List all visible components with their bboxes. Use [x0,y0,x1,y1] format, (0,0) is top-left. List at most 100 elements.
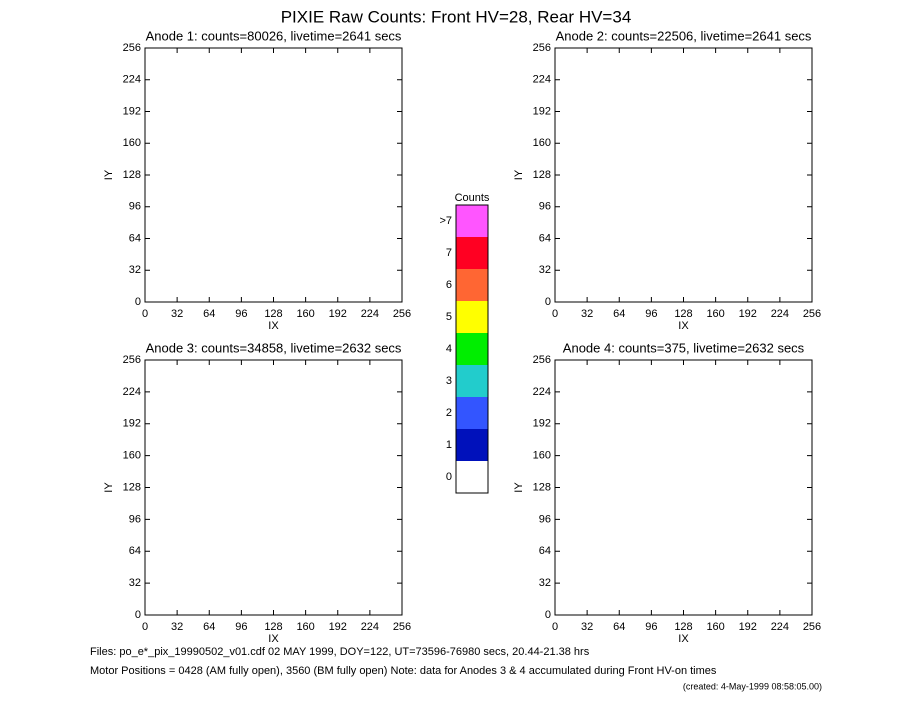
y-axis-label: IY [103,482,115,493]
colorbar-label: 4 [446,343,452,355]
y-tick-label: 192 [533,418,551,430]
y-tick-label: 192 [123,418,141,430]
y-tick-label: 192 [123,105,141,117]
x-tick-label: 0 [142,308,148,320]
y-axis-label: IY [513,169,525,180]
colorbar-label: 2 [446,407,452,419]
colorbar-label: 1 [446,439,452,451]
x-axis-label: IX [678,633,689,645]
x-tick-label: 224 [361,308,379,320]
colorbar-label: >7 [439,215,452,227]
x-tick-label: 128 [264,621,282,633]
y-tick-label: 32 [129,577,141,589]
colorbar-swatch [456,429,488,461]
y-tick-label: 64 [539,232,551,244]
y-tick-label: 160 [123,137,141,149]
colorbar-swatch [456,269,488,301]
y-tick-label: 64 [129,232,141,244]
figure-title: PIXIE Raw Counts: Front HV=28, Rear HV=3… [281,7,632,26]
y-tick-label: 0 [135,296,141,308]
x-tick-label: 160 [296,308,314,320]
y-tick-label: 128 [533,169,551,181]
panel-title: Anode 1: counts=80026, livetime=2641 sec… [146,28,402,43]
colorbar-swatch [456,397,488,429]
x-tick-label: 192 [329,621,347,633]
x-tick-label: 160 [296,621,314,633]
colorbar-swatch [456,365,488,397]
y-tick-label: 224 [533,74,551,86]
y-tick-label: 256 [533,354,551,366]
x-tick-label: 64 [613,308,625,320]
y-tick-label: 128 [123,169,141,181]
y-tick-label: 32 [539,264,551,276]
y-tick-label: 256 [533,42,551,54]
x-tick-label: 192 [329,308,347,320]
y-tick-label: 32 [129,264,141,276]
x-tick-label: 128 [674,308,692,320]
x-tick-label: 32 [581,621,593,633]
colorbar-label: 5 [446,311,452,323]
y-tick-label: 224 [123,386,141,398]
colorbar-label: 3 [446,375,452,387]
y-tick-label: 96 [129,201,141,213]
plot-frame [554,47,813,303]
plot-frame [144,47,403,303]
x-tick-label: 64 [613,621,625,633]
colorbar-swatch [456,333,488,365]
colorbar-label: 7 [446,247,452,259]
x-tick-label: 224 [771,308,789,320]
y-tick-label: 128 [533,481,551,493]
x-tick-label: 64 [203,308,215,320]
y-tick-label: 96 [539,513,551,525]
y-tick-label: 64 [129,545,141,557]
y-tick-label: 256 [123,354,141,366]
y-tick-label: 64 [539,545,551,557]
x-axis-label: IX [268,633,279,645]
colorbar-swatch [456,301,488,333]
colorbar-swatch [456,205,488,237]
x-tick-label: 96 [645,308,657,320]
x-tick-label: 0 [552,621,558,633]
x-tick-label: 224 [361,621,379,633]
x-tick-label: 0 [552,308,558,320]
x-tick-label: 96 [645,621,657,633]
x-tick-label: 256 [803,621,821,633]
x-tick-label: 160 [706,308,724,320]
panel-title: Anode 2: counts=22506, livetime=2641 sec… [556,28,812,43]
y-tick-label: 0 [135,609,141,621]
colorbar-swatch [456,461,488,493]
panel-title: Anode 3: counts=34858, livetime=2632 sec… [146,340,402,355]
footer-created: (created: 4-May-1999 08:58:05.00) [683,681,822,691]
x-tick-label: 0 [142,621,148,633]
y-tick-label: 128 [123,481,141,493]
y-tick-label: 32 [539,577,551,589]
x-tick-label: 256 [393,308,411,320]
y-tick-label: 192 [533,105,551,117]
footer-motor: Motor Positions = 0428 (AM fully open), … [90,665,717,677]
y-tick-label: 224 [533,386,551,398]
x-tick-label: 128 [264,308,282,320]
y-tick-label: 160 [533,137,551,149]
x-tick-label: 96 [235,308,247,320]
colorbar-label: 6 [446,279,452,291]
x-axis-label: IX [678,320,689,332]
plot-frame [144,359,403,616]
y-tick-label: 96 [129,513,141,525]
x-tick-label: 32 [581,308,593,320]
footer-files: Files: po_e*_pix_19990502_v01.cdf 02 MAY… [90,646,590,658]
y-axis-label: IY [513,482,525,493]
x-tick-label: 192 [739,308,757,320]
x-tick-label: 256 [393,621,411,633]
colorbar-label: 0 [446,471,452,483]
y-axis-label: IY [103,169,115,180]
plot-frame [554,359,813,616]
x-tick-label: 64 [203,621,215,633]
x-tick-label: 32 [171,621,183,633]
y-tick-label: 160 [533,450,551,462]
x-tick-label: 32 [171,308,183,320]
x-tick-label: 96 [235,621,247,633]
x-tick-label: 192 [739,621,757,633]
y-tick-label: 160 [123,450,141,462]
x-tick-label: 224 [771,621,789,633]
